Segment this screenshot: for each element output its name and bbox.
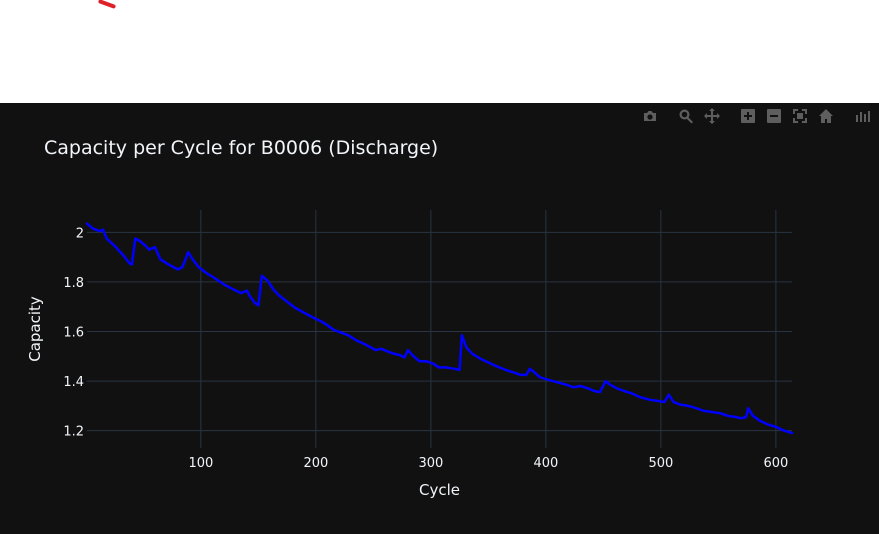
y-tick-label: 1.4	[63, 375, 84, 390]
zoom-in-icon[interactable]	[737, 105, 759, 127]
x-axis-title: Cycle	[419, 481, 460, 499]
chart-svg: 100 200 300 400 500 600 1.2 1.4 1.6 1.8 2 Cycle Capa…	[26, 210, 794, 499]
modebar	[635, 105, 873, 127]
autoscale-icon[interactable]	[789, 105, 811, 127]
red-mark	[97, 0, 117, 9]
y-tick-label: 1.2	[63, 425, 84, 440]
plot-panel: 100 200 300 400 500 600 1.2 1.4 1.6 1.8 2 Cycle Capa…	[0, 103, 879, 534]
x-tick-label: 300	[418, 456, 443, 471]
zoom-out-icon[interactable]	[763, 105, 785, 127]
x-tick-label: 400	[533, 456, 558, 471]
x-tick-label: 500	[648, 456, 673, 471]
y-tick-label: 1.8	[63, 276, 84, 291]
x-tick-label: 100	[188, 456, 213, 471]
chart-title: Capacity per Cycle for B0006 (Discharge)	[44, 137, 439, 159]
zoom-icon[interactable]	[675, 105, 697, 127]
y-tick-label: 2	[76, 226, 84, 241]
pan-icon[interactable]	[701, 105, 723, 127]
plotly-logo-icon[interactable]	[851, 105, 873, 127]
home-icon[interactable]	[815, 105, 837, 127]
y-axis-title: Capacity	[26, 296, 44, 362]
x-tick-label: 600	[763, 456, 788, 471]
y-tick-label: 1.6	[63, 325, 84, 340]
x-tick-label: 200	[303, 456, 328, 471]
series-line	[85, 222, 794, 435]
camera-icon[interactable]	[639, 105, 661, 127]
page-header-area	[0, 0, 879, 103]
